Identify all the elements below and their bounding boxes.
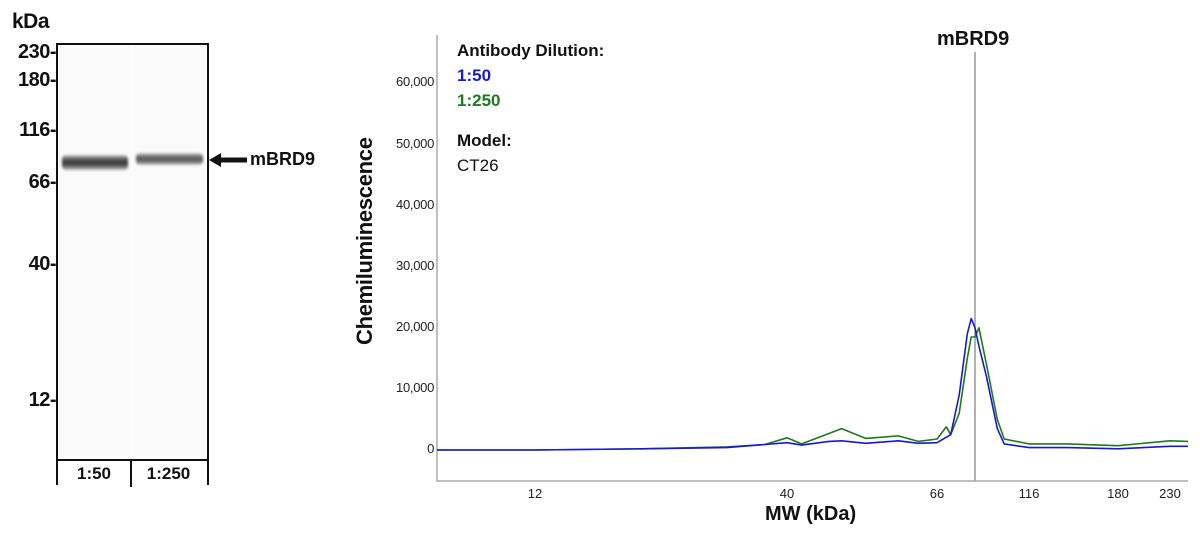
gel-marker-label: 230- bbox=[17, 41, 57, 63]
series-line-1-50 bbox=[437, 317, 1188, 451]
legend-title: Antibody Dilution: bbox=[457, 41, 605, 60]
band-arrow-icon bbox=[209, 153, 247, 167]
lane-label-row bbox=[56, 459, 209, 485]
model-title: Model: bbox=[457, 131, 512, 150]
x-tick-label: 40 bbox=[779, 486, 795, 501]
peak-label: mBRD9 bbox=[937, 28, 1010, 50]
y-tick-label: 10,000 bbox=[396, 379, 434, 395]
y-tick-label: 20,000 bbox=[396, 318, 434, 334]
gel-marker-label: 116- bbox=[19, 119, 56, 141]
band-annotation-label: mBRD9 bbox=[250, 149, 316, 169]
x-axis-title: MW (kDa) bbox=[765, 503, 857, 525]
series-line-1-250 bbox=[437, 326, 1189, 451]
band-lane-1 bbox=[62, 155, 128, 170]
x-tick-label: 116 bbox=[1018, 486, 1040, 501]
gel-marker-label: 180- bbox=[17, 69, 57, 91]
x-tick-label: 230 bbox=[1159, 486, 1181, 501]
lane-label-1: 1:50 bbox=[76, 464, 112, 483]
model-value: CT26 bbox=[457, 156, 499, 175]
gel-marker-label: 66- bbox=[28, 171, 57, 193]
x-tick-label: 180 bbox=[1107, 486, 1129, 501]
lane-separator bbox=[130, 45, 135, 459]
band-lane-2 bbox=[136, 153, 203, 165]
y-tick-label: 50,000 bbox=[396, 135, 434, 151]
lane-label-divider bbox=[130, 461, 132, 487]
x-tick-label: 66 bbox=[929, 486, 945, 501]
legend-item-1-250: 1:250 bbox=[457, 91, 501, 110]
gel-marker-label: 40- bbox=[28, 253, 57, 275]
y-tick-label: 60,000 bbox=[396, 74, 434, 90]
y-tick-label: 30,000 bbox=[396, 257, 434, 273]
x-tick-label: 12 bbox=[527, 486, 543, 501]
lane-label-2: 1:250 bbox=[146, 464, 191, 483]
gel-marker-label: 12- bbox=[28, 389, 57, 411]
gel-unit-label: kDa bbox=[12, 10, 50, 33]
y-tick-label: 0 bbox=[427, 441, 434, 456]
legend-item-1-50: 1:50 bbox=[457, 66, 492, 85]
y-tick-label: 40,000 bbox=[396, 196, 434, 212]
